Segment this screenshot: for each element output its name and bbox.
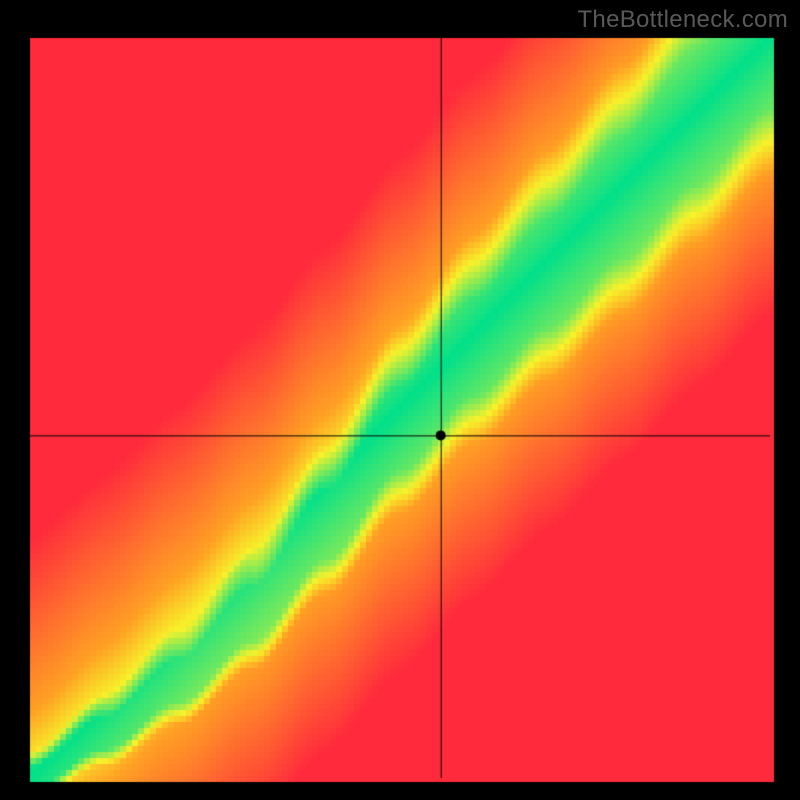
watermark-text: TheBottleneck.com [577, 6, 788, 34]
heatmap-canvas [0, 0, 800, 800]
chart-container: TheBottleneck.com [0, 0, 800, 800]
